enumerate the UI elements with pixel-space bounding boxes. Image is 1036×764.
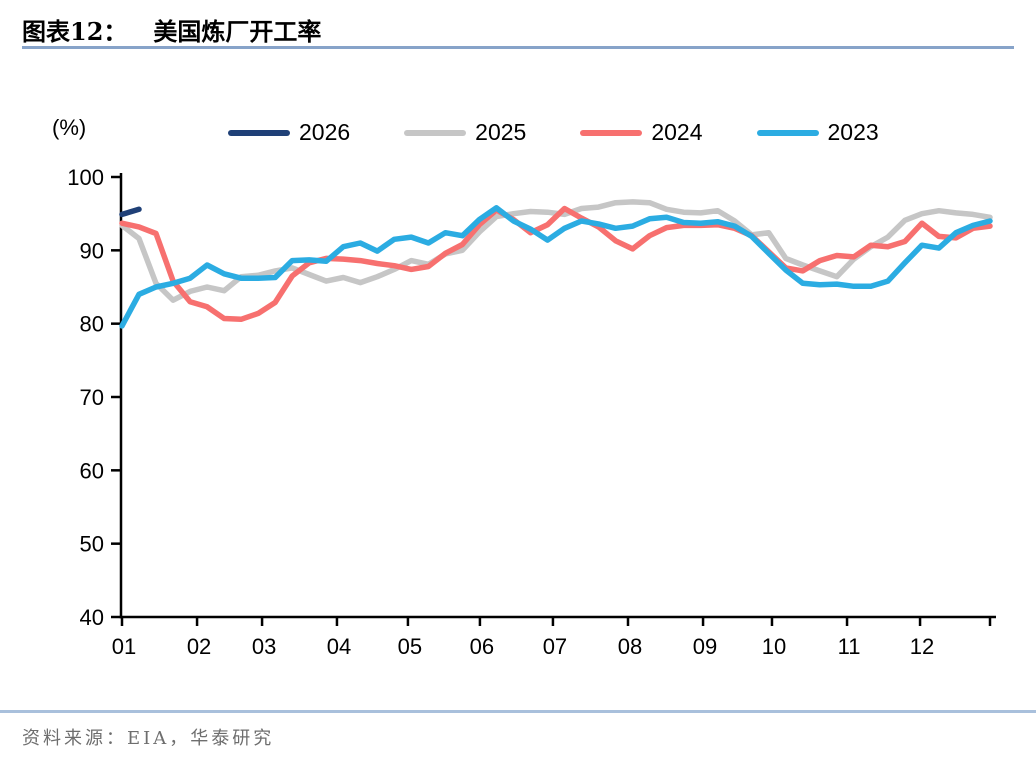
series-line-2024: [119, 205, 993, 323]
legend-label: 2024: [651, 119, 703, 145]
y-axis-unit-label: (%): [52, 115, 87, 140]
legend-item-2026: 2026: [228, 119, 350, 146]
x-tick-label-01: 01: [112, 634, 136, 659]
legend-item-2023: 2023: [756, 119, 879, 146]
y-tick-label-60: 60: [80, 458, 104, 483]
legend-swatch-2023: [756, 129, 819, 136]
y-tick-label-70: 70: [80, 385, 104, 410]
y-tick-label-90: 90: [80, 238, 104, 263]
footer-divider: [0, 710, 1036, 713]
x-tick-label-11: 11: [838, 634, 861, 659]
x-tick-label-10: 10: [762, 634, 786, 659]
x-tick-label-08: 08: [618, 634, 642, 659]
figure-number-label: 图表12：: [22, 17, 128, 46]
series-line-2026: [119, 206, 142, 218]
legend-label: 2023: [827, 119, 879, 145]
x-tick-label-03: 03: [252, 634, 276, 659]
legend-item-2025: 2025: [404, 119, 526, 146]
x-tick-label-06: 06: [470, 634, 494, 659]
series-line-2023: [119, 205, 993, 329]
x-tick-label-04: 04: [327, 634, 351, 659]
legend-swatch-2024: [580, 129, 643, 136]
legend-label: 2026: [299, 119, 351, 145]
title-underline: [22, 46, 1014, 49]
legend-label: 2025: [475, 119, 527, 145]
legend-swatch-2025: [404, 129, 467, 136]
x-tick-label-05: 05: [398, 634, 422, 659]
page-title: 美国炼厂开工率: [153, 17, 322, 46]
legend-item-2024: 2024: [580, 119, 703, 146]
y-tick-label-40: 40: [80, 605, 104, 630]
chart-legend: 2026 2025 2024 2023: [228, 119, 879, 146]
x-tick-label-12: 12: [910, 634, 934, 659]
data-source-note: 资料来源：EIA，华泰研究: [22, 728, 275, 749]
legend-swatch-2026: [228, 129, 290, 136]
y-tick-label-50: 50: [80, 532, 104, 557]
x-tick-label-07: 07: [543, 634, 567, 659]
y-tick-label-100: 100: [67, 165, 104, 190]
x-tick-label-02: 02: [187, 634, 211, 659]
chart-header: 图表12： 美国炼厂开工率: [22, 12, 1014, 47]
y-tick-label-80: 80: [80, 312, 104, 337]
x-tick-label-09: 09: [693, 634, 717, 659]
